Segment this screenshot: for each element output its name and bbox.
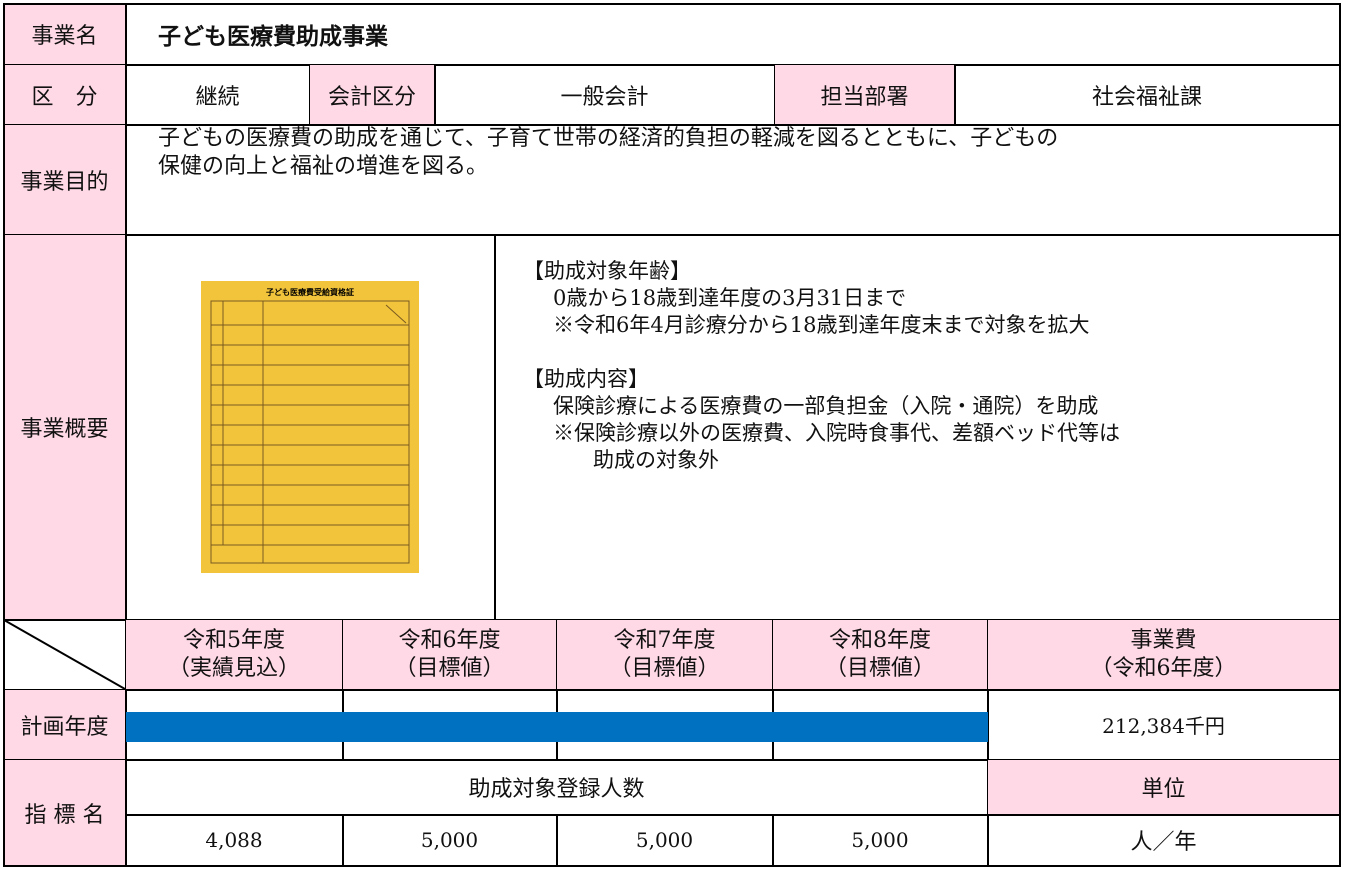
label-cell: 事業目的 (4, 125, 127, 236)
cost-cell: 212,384千円 (988, 690, 1341, 761)
purpose-cell: 子どもの医療費の助成を通じて、子育て世帯の経済的負担の軽減を図るとともに、子ども… (126, 125, 1341, 236)
year-header: 令和6年度 （目標値） (343, 620, 558, 691)
year-note: （目標値） (609, 655, 720, 681)
label-cell: 指 標 名 (4, 760, 127, 867)
section-line: ※令和6年4月診療分から18歳到達年度末まで対象を拡大 (553, 313, 1090, 337)
unit-label: 単位 (988, 760, 1341, 816)
purpose-line: 子どもの医療費の助成を通じて、子育て世帯の経済的負担の軽減を図るとともに、子ども… (158, 126, 1059, 151)
year-note: （目標値） (394, 655, 505, 681)
card-title: 子ども医療費受給資格証 (266, 287, 354, 297)
value-cell: 一般会計 (435, 65, 776, 126)
indicator-value: 4,088 (126, 815, 344, 867)
section-line: 0歳から18歳到達年度の3月31日まで (553, 286, 907, 310)
section-line: ※保険診療以外の医療費、入院時食事代、差額ベッド代等は (553, 421, 1120, 445)
card-image: 子ども医療費受給資格証 (201, 281, 419, 573)
value-cell: 社会福祉課 (955, 65, 1341, 126)
plan-bar (126, 712, 988, 742)
value-cell: 継続 (126, 65, 311, 126)
unit-value: 人／年 (988, 815, 1341, 867)
section-heading: 【助成内容】 (523, 367, 649, 391)
cost-header: 事業費 （令和6年度） (988, 620, 1341, 691)
year-header: 令和5年度 （実績見込） (126, 620, 344, 691)
label-cell: 会計区分 (310, 65, 436, 126)
year: 令和7年度 (613, 627, 716, 653)
section-heading: 【助成対象年齢】 (523, 259, 691, 283)
section-line: 助成の対象外 (593, 448, 719, 472)
year-header: 令和8年度 （目標値） (773, 620, 989, 691)
section-line: 保険診療による医療費の一部負担金（入院・通院）を助成 (553, 394, 1099, 418)
purpose-line: 保健の向上と福祉の増進を図る。 (158, 154, 489, 179)
label-cell: 区 分 (4, 65, 127, 126)
year-header: 令和7年度 （目標値） (557, 620, 774, 691)
label-cell: 計画年度 (4, 690, 127, 761)
year-note: （実績見込） (167, 655, 300, 681)
indicator-value: 5,000 (557, 815, 774, 867)
indicator-value: 5,000 (773, 815, 989, 867)
cost-note: （令和6年度） (1090, 655, 1237, 681)
diagonal-cell (4, 620, 127, 691)
year: 令和5年度 (183, 627, 285, 653)
diagonal (4, 620, 125, 689)
year: 令和8年度 (829, 627, 931, 653)
overview-text: 【助成対象年齢】 0歳から18歳到達年度の3月31日まで ※令和6年4月診療分か… (523, 258, 1120, 474)
indicator-name: 助成対象登録人数 (126, 760, 989, 816)
year: 令和6年度 (398, 627, 501, 653)
label-cell: 事業名 (4, 4, 127, 66)
business-name: 子ども医療費助成事業 (126, 4, 1341, 66)
image-cell: 子ども医療費受給資格証 (126, 235, 496, 621)
cost-title: 事業費 (1130, 627, 1197, 653)
label-cell: 担当部署 (775, 65, 956, 126)
year-note: （目標値） (824, 655, 935, 681)
plan-cell (773, 690, 989, 761)
indicator-value: 5,000 (343, 815, 558, 867)
label-cell: 事業概要 (4, 235, 127, 621)
